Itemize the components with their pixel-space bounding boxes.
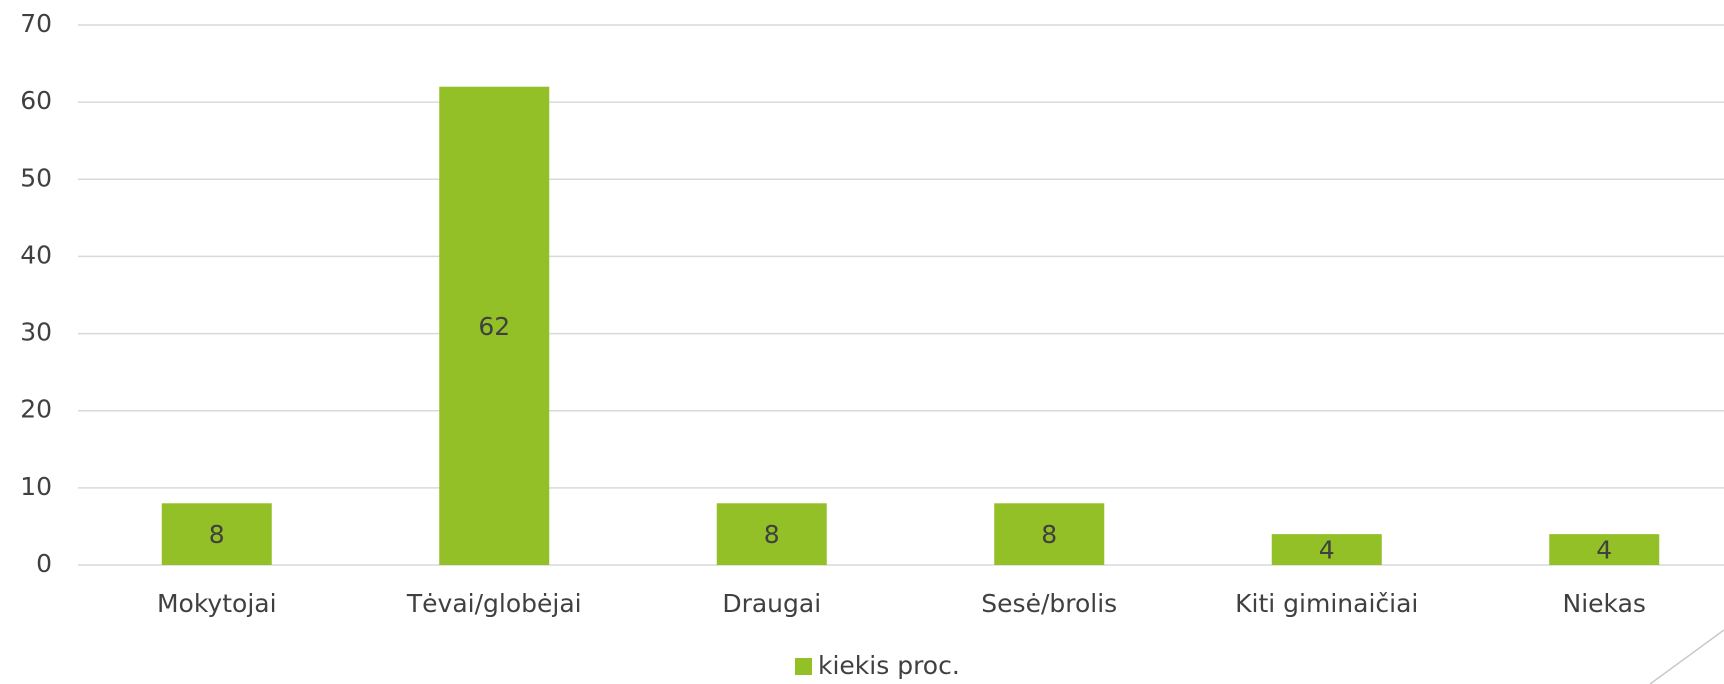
data-label: 8	[209, 520, 225, 549]
y-tick-label: 30	[20, 318, 52, 347]
x-tick-label: Mokytojai	[157, 589, 277, 618]
data-label: 4	[1596, 536, 1612, 565]
x-tick-label: Niekas	[1563, 589, 1646, 618]
y-tick-label: 50	[20, 163, 52, 192]
bar	[1549, 534, 1660, 565]
y-tick-label: 0	[36, 549, 52, 578]
y-tick-label: 60	[20, 86, 52, 115]
x-tick-label: Tėvai/globėjai	[406, 589, 582, 618]
decoration-line	[1649, 629, 1724, 684]
legend-swatch	[795, 658, 812, 675]
data-label: 62	[478, 312, 510, 341]
bar	[994, 503, 1105, 565]
bar	[161, 503, 272, 565]
y-tick-label: 40	[20, 240, 52, 269]
x-tick-label: Draugai	[722, 589, 821, 618]
data-label: 4	[1319, 536, 1335, 565]
x-tick-label: Kiti giminaičiai	[1235, 589, 1418, 618]
y-tick-label: 10	[20, 472, 52, 501]
data-label: 8	[1041, 520, 1057, 549]
bar	[439, 86, 550, 565]
legend-label: kiekis proc.	[818, 651, 960, 680]
bar	[716, 503, 827, 565]
data-label: 8	[764, 520, 780, 549]
bar	[1271, 534, 1382, 565]
y-tick-label: 70	[20, 9, 52, 38]
y-tick-label: 20	[20, 395, 52, 424]
x-tick-label: Sesė/brolis	[981, 589, 1117, 618]
